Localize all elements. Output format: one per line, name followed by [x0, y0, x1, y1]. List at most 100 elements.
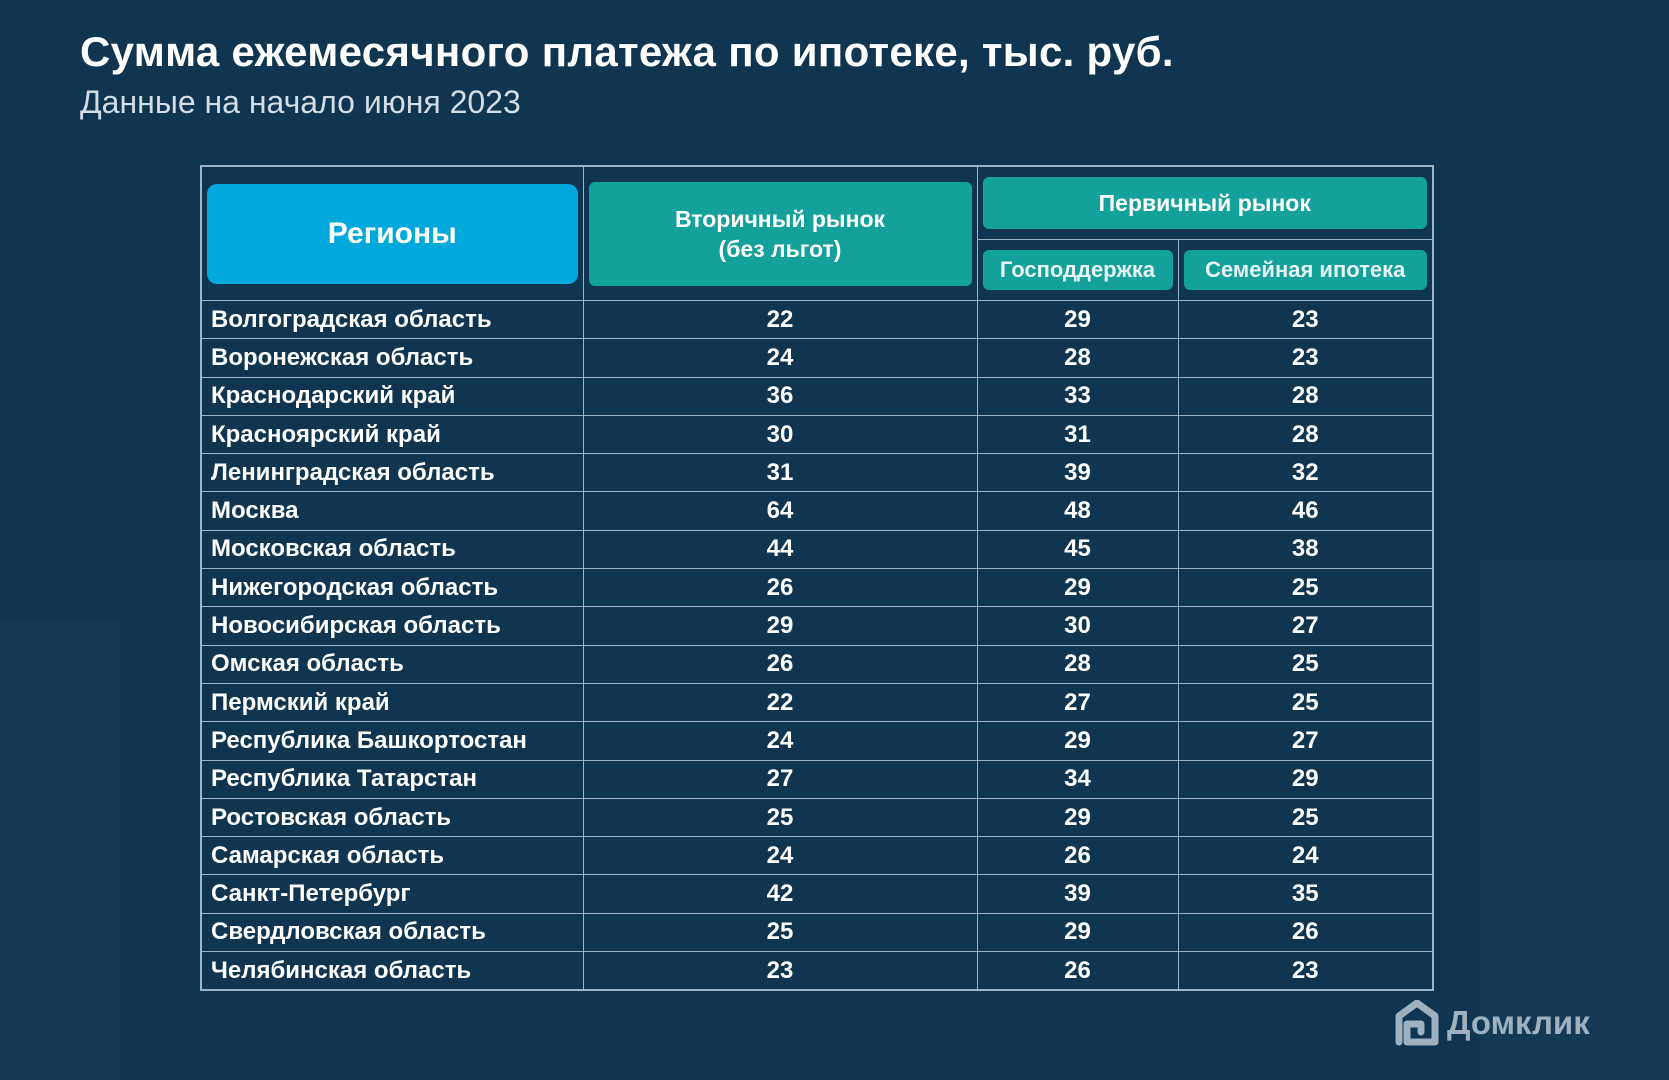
gov-support-value: 28 [976, 644, 1179, 684]
secondary-market-value: 23 [582, 951, 978, 991]
table-row: Нижегородская область 26 29 25 [200, 568, 1434, 608]
region-cell: Челябинская область [200, 951, 584, 991]
mortgage-table-container: Регионы Вторичный рынок (без льгот) Перв… [200, 165, 1434, 992]
family-mortgage-value: 23 [1177, 299, 1434, 340]
family-mortgage-value: 46 [1177, 491, 1434, 531]
region-header-cell: Регионы [200, 165, 584, 301]
chart-subtitle: Данные на начало июня 2023 [80, 84, 521, 120]
table-row: Волгоградская область 22 29 23 [200, 299, 1434, 340]
region-cell: Свердловская область [200, 912, 584, 953]
table-row: Воронежская область 24 28 23 [200, 338, 1434, 378]
family-mortgage-value: 32 [1177, 453, 1434, 493]
gov-support-value: 34 [976, 759, 1179, 799]
secondary-market-value: 64 [582, 491, 978, 531]
secondary-market-value: 29 [582, 606, 978, 646]
secondary-market-value: 36 [582, 376, 978, 416]
secondary-market-value: 22 [582, 299, 978, 340]
family-mortgage-value: 35 [1177, 874, 1434, 914]
region-cell: Краснодарский край [200, 376, 584, 416]
table-row: Свердловская область 25 29 26 [200, 912, 1434, 953]
region-cell: Республика Татарстан [200, 759, 584, 799]
family-mortgage-value: 27 [1177, 721, 1434, 761]
secondary-market-value: 24 [582, 338, 978, 378]
region-cell: Пермский край [200, 682, 584, 723]
region-cell: Нижегородская область [200, 568, 584, 608]
secondary-market-value: 31 [582, 453, 978, 493]
secondary-market-note: (без льгот) [718, 235, 842, 262]
table-row: Пермский край 22 27 25 [200, 682, 1434, 723]
table-row: Красноярский край 30 31 28 [200, 414, 1434, 455]
secondary-market-value: 42 [582, 874, 978, 914]
family-mortgage-header: Семейная ипотека [1183, 250, 1427, 290]
family-mortgage-header-cell: Семейная ипотека [1177, 239, 1434, 301]
gov-support-header: Господдержка [982, 250, 1173, 290]
table-row: Краснодарский край 36 33 28 [200, 376, 1434, 416]
family-mortgage-value: 26 [1177, 912, 1434, 953]
region-cell: Омская область [200, 644, 584, 684]
family-mortgage-value: 38 [1177, 529, 1434, 570]
gov-support-value: 26 [976, 951, 1179, 991]
chart-title: Сумма ежемесячного платежа по ипотеке, т… [80, 28, 1174, 75]
region-cell: Новосибирская область [200, 606, 584, 646]
gov-support-value: 29 [976, 912, 1179, 953]
region-cell: Волгоградская область [200, 299, 584, 340]
gov-support-header-cell: Господдержка [976, 239, 1179, 301]
table-body: Волгоградская область 22 29 23 Воронежская о… [200, 299, 1434, 991]
gov-support-value: 45 [976, 529, 1179, 570]
table-row: Челябинская область 23 26 23 [200, 951, 1434, 991]
gov-support-value: 33 [976, 376, 1179, 416]
region-cell: Ленинградская область [200, 453, 584, 493]
gov-support-value: 30 [976, 606, 1179, 646]
gov-support-value: 31 [976, 414, 1179, 455]
brand-name: Домклик [1447, 1004, 1590, 1041]
region-header: Регионы [207, 183, 578, 284]
gov-support-value: 28 [976, 338, 1179, 378]
family-mortgage-value: 23 [1177, 338, 1434, 378]
secondary-market-value: 26 [582, 644, 978, 684]
secondary-market-title: Вторичный рынок [674, 205, 886, 232]
family-mortgage-value: 25 [1177, 797, 1434, 838]
gov-support-value: 29 [976, 568, 1179, 608]
primary-market-header-cell: Первичный рынок [976, 165, 1434, 240]
family-mortgage-value: 25 [1177, 568, 1434, 608]
table-row: Ростовская область 25 29 25 [200, 797, 1434, 838]
table-row: Республика Башкортостан 24 29 27 [200, 721, 1434, 761]
family-mortgage-value: 23 [1177, 951, 1434, 991]
gov-support-value: 29 [976, 797, 1179, 838]
table-row: Московская область 44 45 38 [200, 529, 1434, 570]
secondary-market-value: 22 [582, 682, 978, 723]
secondary-market-value: 27 [582, 759, 978, 799]
gov-support-value: 48 [976, 491, 1179, 531]
secondary-market-value: 26 [582, 568, 978, 608]
secondary-market-value: 24 [582, 721, 978, 761]
family-mortgage-value: 25 [1177, 682, 1434, 723]
family-mortgage-value: 25 [1177, 644, 1434, 684]
secondary-market-value: 44 [582, 529, 978, 570]
region-cell: Самарская область [200, 836, 584, 876]
gov-support-value: 39 [976, 874, 1179, 914]
secondary-market-header: Вторичный рынок (без льгот) [588, 181, 972, 286]
table-row: Омская область 26 28 25 [200, 644, 1434, 684]
table-row: Новосибирская область 29 30 27 [200, 606, 1434, 646]
table-row: Москва 64 48 46 [200, 491, 1434, 531]
region-cell: Красноярский край [200, 414, 584, 455]
region-cell: Воронежская область [200, 338, 584, 378]
house-icon [1395, 1000, 1439, 1046]
secondary-market-value: 25 [582, 797, 978, 838]
secondary-market-value: 24 [582, 836, 978, 876]
family-mortgage-value: 28 [1177, 414, 1434, 455]
primary-market-header: Первичный рынок [982, 177, 1427, 229]
brand-logo: Домклик [1395, 1000, 1590, 1046]
family-mortgage-value: 24 [1177, 836, 1434, 876]
gov-support-value: 29 [976, 299, 1179, 340]
family-mortgage-value: 29 [1177, 759, 1434, 799]
gov-support-value: 26 [976, 836, 1179, 876]
gov-support-value: 29 [976, 721, 1179, 761]
table-row: Самарская область 24 26 24 [200, 836, 1434, 876]
table-row: Республика Татарстан 27 34 29 [200, 759, 1434, 799]
gov-support-value: 39 [976, 453, 1179, 493]
region-cell: Москва [200, 491, 584, 531]
background-decoration [0, 620, 120, 1080]
secondary-market-value: 25 [582, 912, 978, 953]
family-mortgage-value: 28 [1177, 376, 1434, 416]
